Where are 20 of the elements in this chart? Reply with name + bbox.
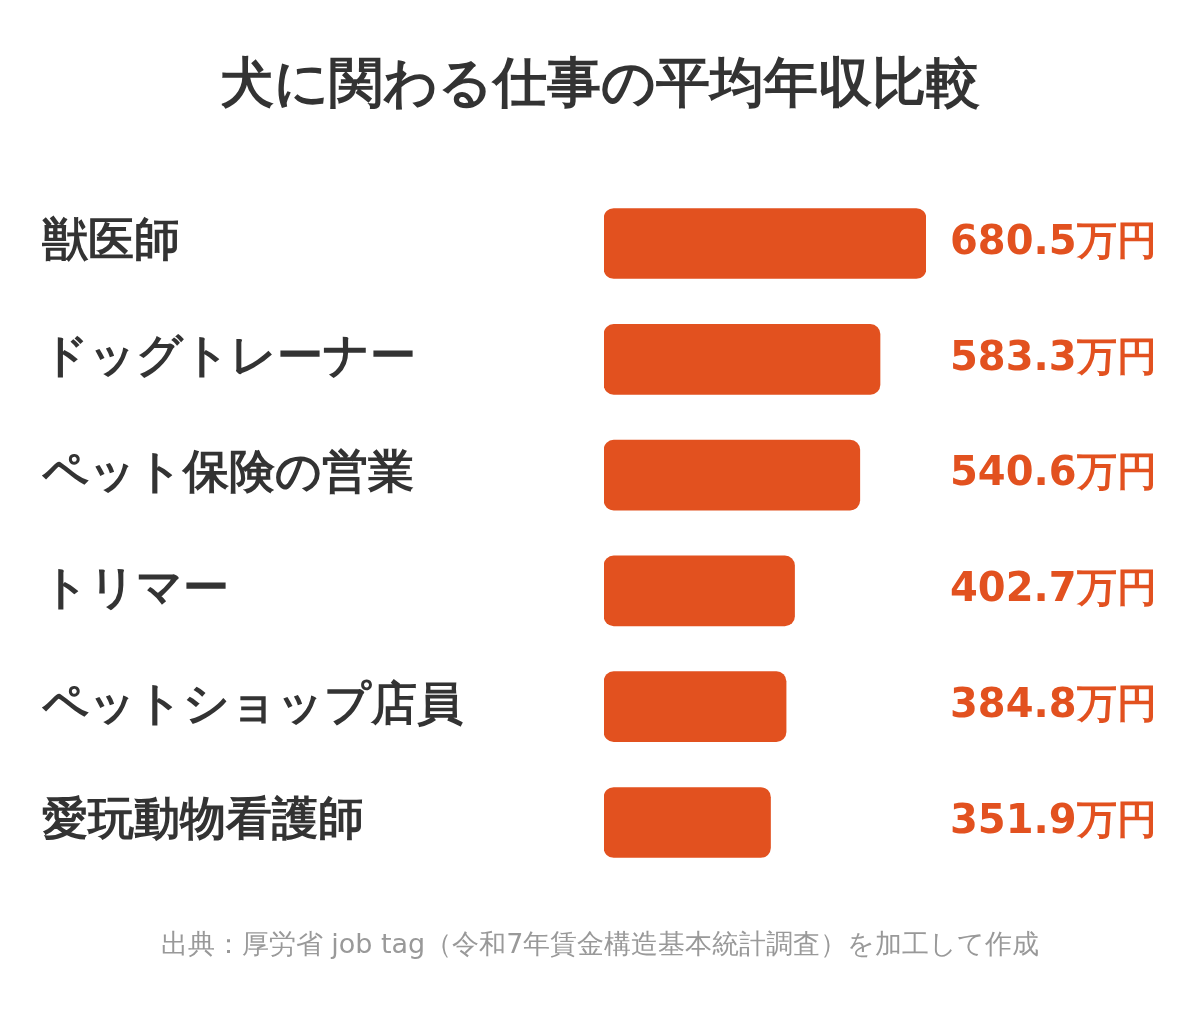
y-tick-label: 愛玩動物看護師	[42, 791, 364, 846]
data-label: 540.6万円	[950, 448, 1157, 495]
y-tick-label: ドッグトレーナー	[42, 328, 416, 383]
bar	[604, 555, 795, 627]
bar	[604, 323, 881, 395]
y-tick-label: 獣医師	[41, 212, 180, 267]
data-label: 384.8万円	[950, 680, 1157, 727]
data-label: 583.3万円	[950, 332, 1157, 379]
data-label: 402.7万円	[950, 564, 1157, 611]
bar	[604, 439, 861, 511]
data-label: 680.5万円	[950, 216, 1157, 263]
bar	[604, 787, 771, 858]
data-label: 351.9万円	[950, 795, 1157, 842]
source-note: 出典：厚労省 job tag（令和7年賃金構造基本統計調査）を加工して作成	[159, 927, 1041, 961]
y-tick-label: ペットショップ店員	[41, 675, 463, 730]
bar	[604, 208, 926, 279]
chart-title: 犬に関わる仕事の平均年収比較	[219, 49, 981, 116]
y-tick-label: ペット保険の営業	[41, 444, 414, 499]
y-tick-label: トリマー	[42, 559, 229, 614]
bar	[604, 671, 787, 743]
